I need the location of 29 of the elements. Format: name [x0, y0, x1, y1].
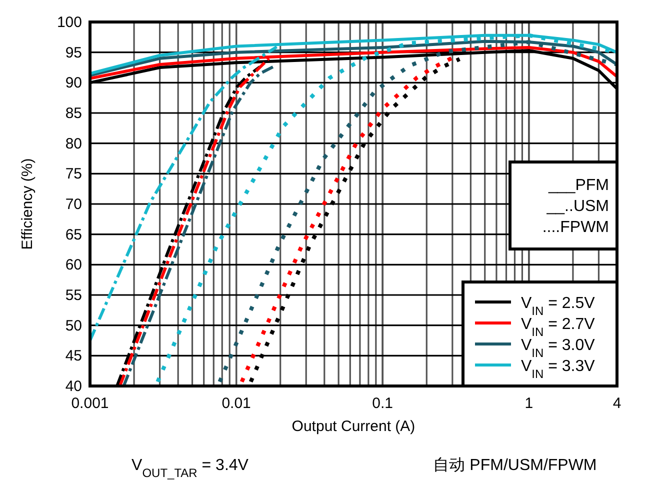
- legend-label: V$_{IN}$ = 2.7V: [521, 316, 596, 339]
- x-tick-label: 0.1: [372, 395, 394, 412]
- y-tick-label: 95: [65, 44, 82, 62]
- annotation: ....FPWM: [542, 219, 609, 236]
- text: 自动 PFM/USM/FPWM: [433, 456, 597, 474]
- y-tick-label: 65: [65, 226, 82, 244]
- y-tick-label: 50: [65, 317, 82, 334]
- y-tick-label: 80: [65, 135, 82, 152]
- y-tick-label: 100: [56, 14, 82, 31]
- x-tick-label: 4: [612, 395, 622, 412]
- annotation: ___PFM: [548, 177, 609, 194]
- y-tick-label: 70: [65, 196, 82, 213]
- y-axis-title: Efficiency (%): [19, 158, 36, 250]
- x-tick-label: 1: [524, 395, 534, 412]
- annotation: __..USM: [546, 198, 609, 215]
- y-tick-label: 85: [65, 105, 82, 122]
- y-tick-label: 90: [65, 74, 82, 92]
- x-tick-label: 0.001: [71, 395, 109, 412]
- legend-label: V$_{IN}$ = 3.0V: [521, 337, 596, 360]
- text: V$_{OUT_TAR}$ = 3.4V: [132, 457, 249, 480]
- y-tick-label: 60: [65, 256, 82, 274]
- legend-label: V$_{IN}$ = 3.3V: [521, 358, 596, 381]
- x-tick-label: 0.01: [222, 395, 251, 412]
- y-tick-label: 45: [65, 348, 82, 365]
- y-tick-label: 75: [65, 166, 82, 183]
- x-axis-title: Output Current (A): [292, 418, 416, 435]
- y-tick-label: 55: [65, 287, 82, 304]
- legend-label: V$_{IN}$ = 2.5V: [521, 295, 596, 318]
- y-tick-label: 40: [65, 378, 82, 395]
